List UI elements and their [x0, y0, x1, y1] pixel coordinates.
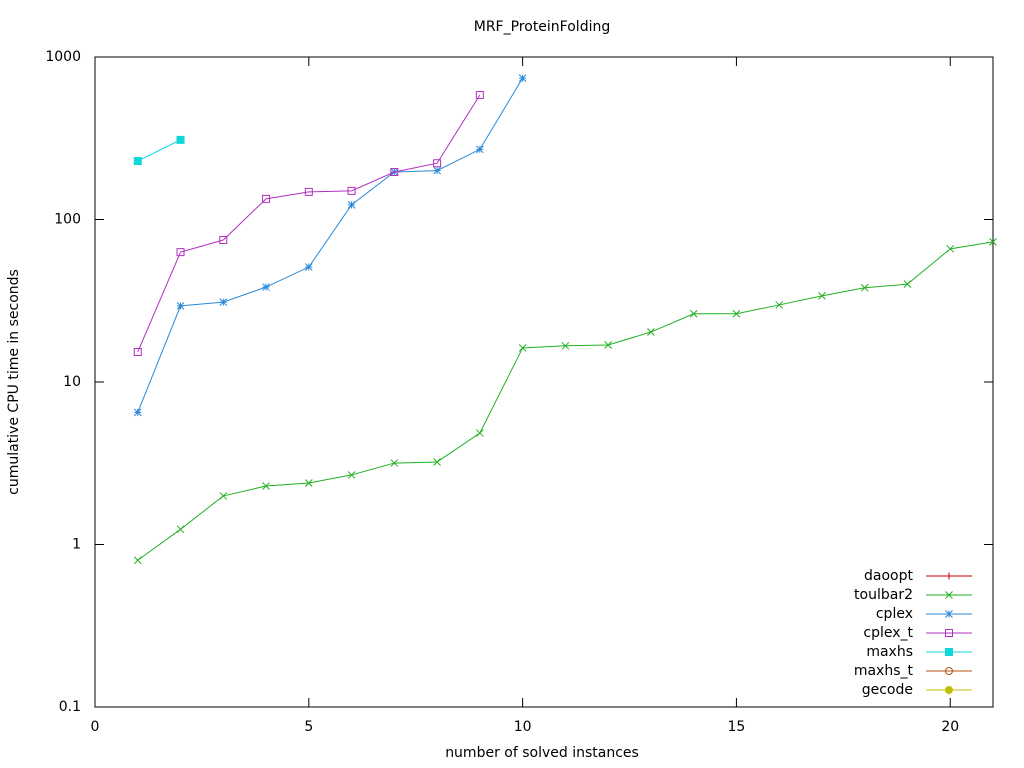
marker	[176, 525, 185, 534]
x-tick-label: 15	[728, 719, 746, 735]
marker	[262, 283, 270, 291]
marker	[945, 610, 953, 618]
marker	[304, 263, 313, 271]
legend-label: cplex_t	[863, 625, 913, 641]
marker	[860, 283, 869, 292]
marker	[176, 135, 185, 144]
legend-label: gecode	[862, 682, 913, 698]
marker	[944, 686, 954, 694]
marker	[944, 667, 954, 675]
marker	[347, 201, 356, 209]
marker	[304, 479, 313, 487]
marker	[604, 341, 612, 349]
legend-label: daoopt	[864, 568, 913, 584]
marker	[262, 482, 270, 490]
x-tick-label: 0	[91, 719, 100, 735]
marker	[475, 90, 484, 99]
marker	[433, 458, 441, 466]
marker	[989, 238, 997, 246]
marker	[262, 194, 271, 203]
marker	[133, 556, 142, 565]
marker	[561, 341, 570, 350]
marker	[347, 471, 356, 479]
plot-border	[94, 56, 994, 708]
marker	[219, 235, 228, 244]
y-tick-label: 1000	[45, 49, 81, 65]
marker	[390, 168, 399, 177]
marker	[476, 429, 484, 437]
y-tick-label: 100	[54, 212, 81, 228]
marker	[647, 328, 655, 336]
y-axis-label: cumulative CPU time in seconds	[6, 269, 22, 495]
series-line	[137, 94, 481, 353]
marker	[133, 408, 142, 417]
marker	[946, 244, 955, 253]
marker	[518, 344, 527, 352]
x-tick-label: 5	[304, 719, 313, 735]
y-tick-label: 1	[72, 537, 81, 553]
chart-title: MRF_ProteinFolding	[474, 19, 610, 35]
marker	[304, 187, 313, 196]
x-axis-label: number of solved instances	[445, 745, 639, 761]
marker	[903, 280, 912, 289]
marker	[219, 492, 228, 500]
y-tick-label: 0.1	[59, 699, 81, 715]
marker	[945, 591, 953, 599]
marker	[433, 166, 441, 175]
marker	[433, 159, 442, 168]
x-tick-label: 10	[514, 719, 532, 735]
y-tick-label: 10	[63, 374, 81, 390]
marker	[689, 309, 698, 318]
marker	[219, 298, 228, 307]
marker	[518, 74, 527, 83]
x-tick-label: 20	[941, 719, 959, 735]
marker	[732, 309, 741, 318]
marker	[390, 459, 399, 467]
marker	[347, 186, 356, 195]
marker	[133, 157, 142, 166]
marker	[476, 145, 484, 154]
series-line	[137, 77, 524, 413]
legend-label: toulbar2	[854, 587, 913, 603]
marker	[176, 302, 185, 310]
marker	[176, 248, 185, 257]
legend-label: maxhs	[866, 644, 913, 660]
series-line	[137, 139, 181, 162]
marker	[945, 572, 953, 580]
legend-label: maxhs_t	[854, 663, 914, 679]
marker	[945, 648, 953, 656]
marker	[818, 291, 826, 300]
marker	[775, 301, 784, 309]
marker	[133, 347, 142, 356]
marker	[945, 629, 953, 637]
legend-label: cplex	[876, 606, 913, 622]
